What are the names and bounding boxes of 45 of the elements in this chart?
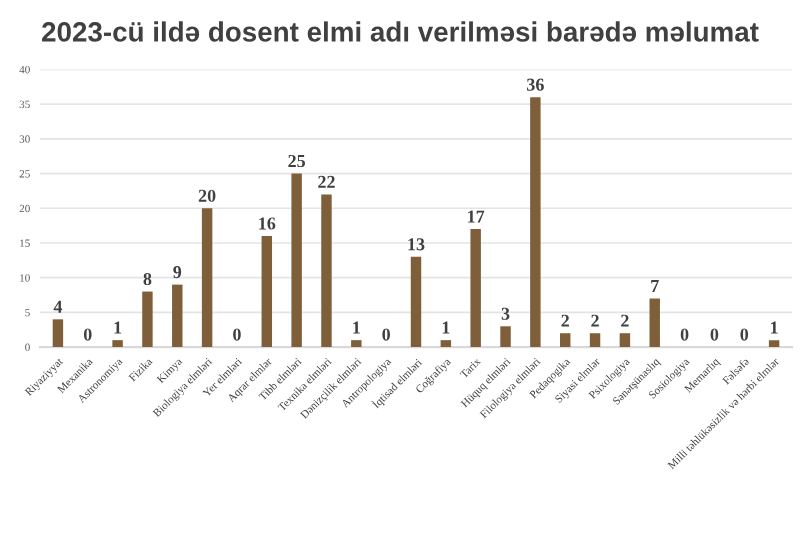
chart-title: 2023-cü ildə dosent elmi adı verilməsi barədə məlumat [42, 21, 759, 42]
data-label: 1 [771, 321, 778, 334]
bar [619, 333, 631, 348]
bar [112, 340, 123, 348]
data-label: 17 [468, 210, 485, 223]
data-label: 3 [501, 307, 510, 320]
data-label: 2 [591, 314, 599, 327]
data-label: 22 [318, 175, 335, 188]
data-label: 13 [408, 238, 425, 251]
bar [291, 173, 302, 348]
data-label: 1 [353, 321, 360, 334]
bar [351, 340, 362, 348]
bar [500, 326, 511, 348]
data-label: 16 [259, 217, 276, 230]
data-label: 0 [83, 328, 92, 341]
data-label: 0 [740, 328, 749, 341]
data-label: 4 [53, 300, 63, 313]
bar [410, 256, 422, 348]
data-label: 2 [561, 314, 569, 327]
bar [470, 229, 481, 348]
bar [201, 208, 213, 348]
data-label: 36 [527, 78, 544, 91]
bar [52, 319, 64, 348]
data-label: 0 [680, 328, 689, 341]
data-label: 8 [143, 272, 152, 286]
data-label: 1 [114, 321, 122, 334]
data-label: 9 [173, 266, 182, 279]
bar [440, 340, 452, 348]
data-label: 2 [621, 314, 629, 327]
data-label: 0 [710, 328, 719, 341]
data-label: 20 [198, 189, 216, 202]
bar [530, 97, 541, 348]
bar [321, 194, 332, 348]
bar [172, 284, 183, 348]
data-label: 0 [382, 328, 390, 341]
bar [261, 236, 273, 348]
data-label: 25 [288, 154, 305, 168]
bar [649, 298, 660, 348]
bar [142, 291, 153, 348]
bar [768, 340, 780, 348]
data-label: 1 [442, 321, 450, 334]
bar [559, 333, 571, 348]
data-label: 7 [651, 280, 659, 292]
bar [589, 333, 601, 348]
data-label: 0 [233, 328, 241, 341]
